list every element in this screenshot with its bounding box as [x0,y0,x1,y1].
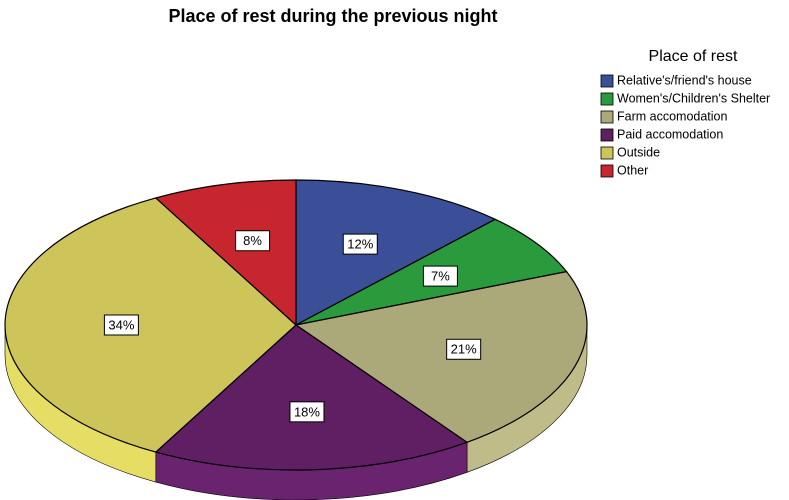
data-label: 12% [347,237,373,252]
data-label-box [235,230,271,252]
data-label-box [342,233,378,255]
data-label: 21% [451,342,477,357]
legend-swatch [600,110,614,124]
legend-swatch [600,146,614,160]
data-label: 8% [243,233,262,248]
pie-slice [295,179,497,326]
legend-label: Women's/Children's Shelter [617,91,770,105]
legend-title: Place of rest [649,48,738,65]
legend-label: Outside [617,145,660,159]
legend-label: Relative's/friend's house [617,73,752,87]
data-label: 7% [431,269,450,284]
pie-slice [154,179,297,327]
pie-slice [294,270,588,443]
legend-label: Other [617,163,648,177]
legend-swatch [600,164,614,178]
legend-swatch [600,92,614,106]
chart-title: Place of rest during the previous night [168,6,497,26]
data-label-box [103,314,139,336]
data-label: 18% [294,404,320,419]
legend-label: Paid accomodation [617,127,723,141]
pie-slice [4,197,297,453]
legend-swatch [600,128,614,142]
legend-label: Farm accomodation [617,109,728,123]
data-label-box [422,265,458,287]
legend-swatch [600,74,614,88]
data-label-box [289,401,325,423]
data-label: 34% [108,317,134,332]
data-label-box [446,338,482,360]
pie-slice [154,324,469,471]
